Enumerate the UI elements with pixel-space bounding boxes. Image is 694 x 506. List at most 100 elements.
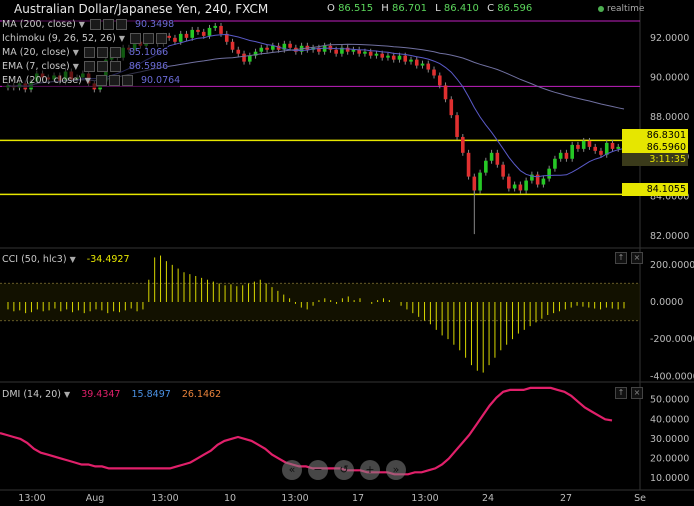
candle-body	[247, 55, 252, 62]
zoom-out-icon[interactable]: −	[308, 460, 328, 480]
zoom-in-icon[interactable]: +	[360, 460, 380, 480]
scroll-left-icon[interactable]: «	[282, 460, 302, 480]
close-icon[interactable]	[156, 33, 167, 44]
y-tick-label: -400.0000	[650, 371, 694, 382]
pane-close-icon[interactable]: ×	[631, 387, 643, 399]
candle-body	[374, 53, 379, 56]
dmi-label: DMI (14, 20)	[2, 389, 61, 400]
candle-body	[455, 115, 459, 137]
candle-body	[466, 152, 471, 177]
y-tick-label: 30.0000	[650, 434, 689, 445]
eye-icon[interactable]	[143, 33, 154, 44]
settings-icon[interactable]	[130, 33, 141, 44]
candle-body	[593, 146, 598, 151]
candle-body	[524, 180, 528, 191]
candle-body	[345, 47, 350, 52]
eye-icon[interactable]	[96, 47, 108, 58]
candle-body	[478, 172, 482, 191]
candle-body	[587, 140, 592, 147]
scroll-right-icon[interactable]: »	[386, 460, 406, 480]
candle-body	[409, 59, 413, 62]
candle-body	[581, 140, 586, 149]
indicator-ma20[interactable]: MA (20, close) ▼ 85.1066	[2, 46, 169, 60]
ohlc-readout: O 86.515 H 86.701 L 86.410 C 86.596	[322, 0, 532, 18]
y-tick-label: 90.0000	[650, 72, 689, 83]
candle-body	[507, 176, 511, 189]
candle-body	[472, 176, 477, 191]
candle-body	[317, 47, 321, 52]
high-label: H	[381, 3, 389, 14]
indicator-ichimoku[interactable]: Ichimoku (9, 26, 52, 26) ▼	[2, 32, 167, 46]
cci-label: CCI (50, hlc3)	[2, 254, 67, 265]
candle-body	[443, 85, 448, 100]
indicator-value: 86.5986	[128, 61, 169, 72]
indicator-ma200[interactable]: MA (200, close) ▼ 90.3498	[2, 18, 175, 32]
settings-icon[interactable]	[89, 19, 101, 30]
candle-body	[530, 174, 534, 181]
x-tick-label: 13:00	[281, 493, 308, 504]
candle-body	[432, 69, 436, 76]
close-label: C	[487, 3, 495, 14]
candle-body	[253, 51, 258, 56]
eye-icon[interactable]	[96, 61, 108, 72]
close-icon[interactable]	[109, 47, 121, 58]
candle-body	[334, 49, 338, 54]
chart-header: Australian Dollar/Japanese Yen, 240, FXC…	[0, 0, 694, 18]
open-value: 86.515	[338, 3, 374, 14]
candle-body	[357, 49, 361, 54]
candle-body	[259, 47, 264, 52]
chevron-down-icon[interactable]: ▼	[72, 48, 79, 57]
candle-body	[535, 174, 540, 185]
close-icon[interactable]	[109, 61, 121, 72]
dmi-minus-value: 26.1462	[181, 389, 222, 400]
pane-close-icon[interactable]: ×	[631, 252, 643, 264]
indicator-label: EMA (7, close)	[2, 61, 70, 72]
chevron-down-icon[interactable]: ▼	[64, 390, 71, 399]
chevron-down-icon[interactable]: ▼	[72, 62, 79, 71]
chevron-down-icon[interactable]: ▼	[118, 34, 125, 43]
x-tick-label: 24	[482, 493, 494, 504]
candle-body	[219, 25, 223, 34]
chevron-down-icon[interactable]: ▼	[84, 76, 91, 85]
eye-icon[interactable]	[102, 19, 114, 30]
candle-body	[501, 164, 505, 177]
cci-value: -34.4927	[86, 254, 130, 265]
candle-body	[449, 99, 454, 116]
settings-icon[interactable]	[83, 47, 95, 58]
candle-body	[271, 45, 275, 50]
dmi-legend[interactable]: DMI (14, 20) ▼ 39.4347 15.8497 26.1462	[2, 389, 221, 400]
indicator-ema200[interactable]: EMA (200, close) ▼ 90.0764	[2, 74, 181, 88]
candle-body	[564, 152, 569, 159]
low-value: 86.410	[443, 3, 479, 14]
candle-body	[322, 45, 327, 52]
candle-body	[403, 55, 408, 62]
chevron-down-icon[interactable]: ▼	[78, 20, 85, 29]
y-tick-label: 40.0000	[650, 414, 689, 425]
y-tick-label: 82.0000	[650, 231, 689, 242]
pane-up-icon[interactable]: ↑	[615, 252, 627, 264]
settings-icon[interactable]	[83, 61, 95, 72]
price-tag-countdown: 3:11:35	[622, 153, 688, 166]
x-tick-label: 27	[560, 493, 572, 504]
close-icon[interactable]	[115, 19, 127, 30]
dmi-plus-value: 15.8497	[131, 389, 171, 400]
candle-body	[489, 152, 494, 161]
x-tick-label: 17	[352, 493, 364, 504]
pane-up-icon[interactable]: ↑	[615, 387, 627, 399]
chevron-down-icon[interactable]: ▼	[69, 255, 76, 264]
cci-legend[interactable]: CCI (50, hlc3) ▼ -34.4927	[2, 254, 130, 265]
close-icon[interactable]	[121, 75, 133, 86]
reset-icon[interactable]: ↺	[334, 460, 354, 480]
indicator-value: 85.1066	[128, 47, 169, 58]
indicator-label: MA (200, close)	[2, 19, 76, 30]
candle-body	[196, 29, 200, 32]
low-label: L	[435, 3, 441, 14]
settings-icon[interactable]	[95, 75, 107, 86]
candle-body	[414, 59, 419, 66]
x-tick-label: Se	[634, 493, 646, 504]
candle-body	[553, 158, 557, 169]
eye-icon[interactable]	[108, 75, 120, 86]
candle-body	[190, 29, 195, 38]
indicator-ema7[interactable]: EMA (7, close) ▼ 86.5986	[2, 60, 169, 74]
